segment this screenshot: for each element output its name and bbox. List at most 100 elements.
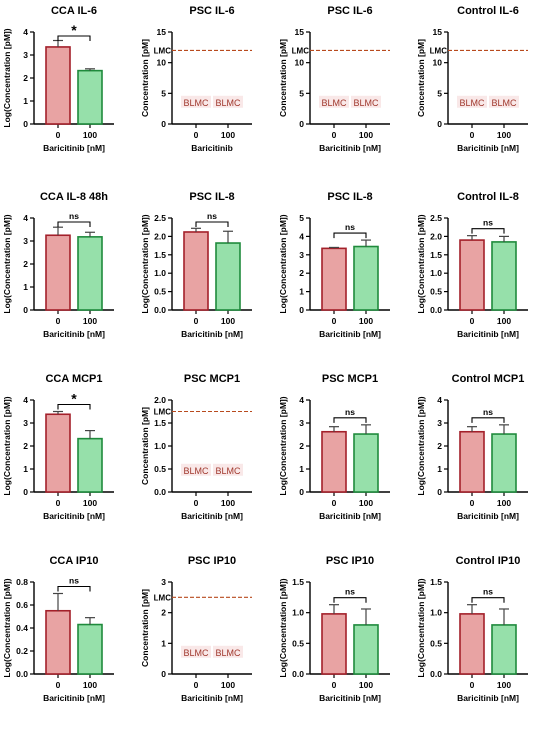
significance-label: ns xyxy=(345,222,355,232)
bar-0 xyxy=(321,247,347,311)
y-tick-label: 3 xyxy=(437,418,442,428)
x-tick-label: 100 xyxy=(83,316,97,326)
y-tick-label: 1.5 xyxy=(292,577,304,587)
significance-label: ns xyxy=(483,407,493,417)
lmc-label: LMC xyxy=(154,593,172,602)
x-tick-label: 0 xyxy=(194,130,199,140)
chart-panel-11: Control MCP1 0 1 2 3 4 Log(Concentration [pM])… xyxy=(416,373,528,521)
bar-100 xyxy=(353,624,379,675)
chart-title: PSC IP10 xyxy=(188,555,236,567)
x-axis-label: Baricitinib [nM] xyxy=(43,693,105,703)
x-axis-label: Baricitinib [nM] xyxy=(43,329,105,339)
y-tick-label: 2 xyxy=(23,259,28,269)
significance-label: * xyxy=(71,391,77,407)
y-axis-label: Log(Concentration [pM]) xyxy=(278,578,288,677)
bar-100 xyxy=(353,433,379,493)
bar-100 xyxy=(491,624,517,675)
y-tick-label: 0 xyxy=(161,669,166,679)
bar-100 xyxy=(77,69,103,125)
chart-panel-5: PSC IL-8 0.0 0.5 1.0 1.5 2.0 2.5 Log(Concentrat… xyxy=(140,191,252,339)
x-tick-label: 100 xyxy=(359,316,373,326)
y-tick-label: 0.2 xyxy=(16,646,28,656)
y-tick-label: 0.0 xyxy=(154,305,166,315)
bar-0 xyxy=(321,430,347,493)
y-tick-label: 1.0 xyxy=(154,441,166,451)
x-tick-label: 100 xyxy=(359,498,373,508)
significance-bracket xyxy=(333,417,367,423)
significance-label: * xyxy=(71,22,77,38)
y-tick-label: 1 xyxy=(299,287,304,297)
y-tick-label: 4 xyxy=(299,231,304,241)
chart-title: CCA IP10 xyxy=(49,555,98,567)
blmc-band xyxy=(489,95,519,108)
chart-panel-3: Control IL-6 0 5 10 15 Concentration [pM] 0 100… xyxy=(416,5,528,153)
y-tick-label: 2.0 xyxy=(154,395,166,405)
bar-100 xyxy=(77,236,103,311)
chart-title: CCA IL-6 xyxy=(51,5,97,17)
y-tick-label: 2 xyxy=(299,441,304,451)
blmc-label: BLMC xyxy=(353,98,379,108)
y-axis-label: Concentration [pM] xyxy=(140,39,150,117)
x-axis-label: Baricitinib [nM] xyxy=(457,693,519,703)
y-tick-label: 0 xyxy=(299,305,304,315)
bar-100 xyxy=(491,241,517,311)
y-tick-label: 0 xyxy=(299,119,304,129)
y-tick-label: 3 xyxy=(161,577,166,587)
y-tick-label: 3 xyxy=(23,418,28,428)
x-tick-label: 0 xyxy=(470,130,475,140)
x-tick-label: 100 xyxy=(221,680,235,690)
x-axis-label: Baricitinib [nM] xyxy=(319,511,381,521)
y-tick-label: 4 xyxy=(23,395,28,405)
chart-title: Control IL-6 xyxy=(457,5,519,17)
x-axis-label: Baricitinib [nM] xyxy=(319,693,381,703)
y-axis-label: Log(Concentration [pM]) xyxy=(416,214,426,313)
y-tick-label: 1.0 xyxy=(430,608,442,618)
chart-panel-8: CCA MCP1 0 1 2 3 4 Log(Concentration [pM]) 0 100… xyxy=(2,373,114,521)
significance-bracket xyxy=(471,597,505,603)
x-tick-label: 0 xyxy=(56,316,61,326)
chart-title: PSC IL-6 xyxy=(189,5,234,17)
y-tick-label: 4 xyxy=(299,395,304,405)
significance-bracket xyxy=(333,232,367,239)
y-tick-label: 0.0 xyxy=(154,487,166,497)
y-tick-label: 1.5 xyxy=(154,250,166,260)
chart-panel-9: PSC MCP1 0.0 0.5 1.0 1.5 2.0 Concentration [pM… xyxy=(140,373,252,521)
chart-title: Control MCP1 xyxy=(452,373,525,385)
significance-label: ns xyxy=(345,407,355,417)
significance-bracket xyxy=(57,35,91,41)
x-tick-label: 0 xyxy=(332,316,337,326)
y-tick-label: 10 xyxy=(295,58,305,68)
y-axis-label: Log(Concentration [pM]) xyxy=(278,214,288,313)
chart-title: PSC MCP1 xyxy=(184,373,240,385)
x-tick-label: 100 xyxy=(497,680,511,690)
y-axis-label: Log(Concentration [pM]) xyxy=(416,396,426,495)
chart-title: PSC IL-8 xyxy=(189,191,234,203)
chart-title: Control IP10 xyxy=(456,555,521,567)
x-tick-label: 100 xyxy=(83,130,97,140)
x-tick-label: 100 xyxy=(359,130,373,140)
y-tick-label: 0.0 xyxy=(16,669,28,679)
significance-bracket xyxy=(195,221,229,227)
y-tick-label: 5 xyxy=(299,213,304,223)
bar-100 xyxy=(353,245,379,311)
blmc-band xyxy=(213,645,243,658)
x-tick-label: 100 xyxy=(497,316,511,326)
chart-panel-12: CCA IP10 0.0 0.2 0.4 0.6 0.8 Log(Concentration… xyxy=(2,555,114,703)
y-tick-label: 2 xyxy=(437,441,442,451)
bar-0 xyxy=(321,613,347,675)
blmc-band xyxy=(181,95,211,108)
x-tick-label: 100 xyxy=(83,498,97,508)
y-tick-label: 0 xyxy=(299,487,304,497)
y-tick-label: 0 xyxy=(437,119,442,129)
significance-label: ns xyxy=(69,576,79,586)
significance-bracket xyxy=(471,228,505,234)
chart-title: PSC IL-8 xyxy=(327,191,372,203)
y-tick-label: 15 xyxy=(295,27,305,37)
blmc-band xyxy=(351,95,381,108)
y-tick-label: 1.0 xyxy=(154,268,166,278)
x-tick-label: 0 xyxy=(194,316,199,326)
significance-bracket xyxy=(57,585,91,592)
bar-100 xyxy=(215,242,241,311)
x-axis-label: Baricitinib xyxy=(191,143,233,153)
